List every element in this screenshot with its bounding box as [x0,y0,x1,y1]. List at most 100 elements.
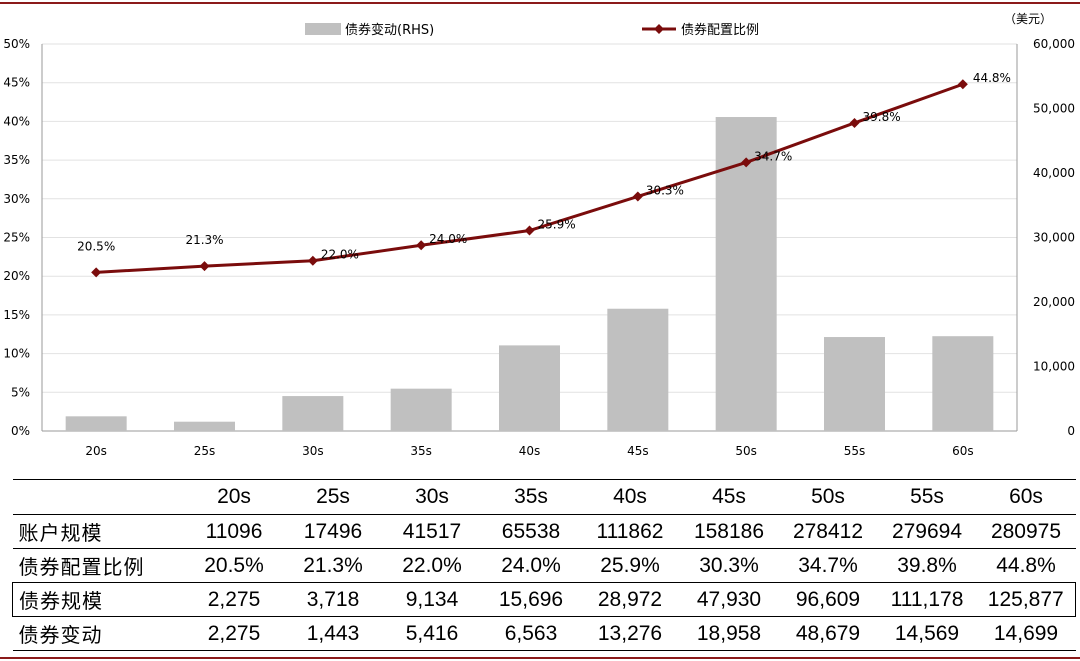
bar-45s [607,308,669,431]
left-tick-label: 45% [3,76,30,90]
data-label: 30.3% [646,183,684,197]
table-cell: 2,275 [207,621,261,645]
point-50s [741,157,752,168]
line-series: 20.5% 21.3% 22.0% 24.0% 25.9% 30.3% 34.7% 39.8%… [77,71,1011,278]
left-axis-ticks: 0% 5% 10% 15% 20% 25% 30% 35% 40% 45% 50% [3,37,30,438]
x-tick-label: 50s [735,444,757,458]
bar-series [65,117,994,431]
point-45s [632,191,643,202]
column-header: 60s [1009,485,1043,508]
column-header: 25s [316,485,350,508]
left-tick-label: 30% [3,192,30,206]
left-tick-label: 20% [3,269,30,283]
table-cell: 279694 [891,519,963,543]
bar-60s [932,336,994,431]
data-label: 39.8% [863,110,901,124]
table-cell: 41517 [402,519,462,543]
table-cell: 280975 [990,519,1062,543]
x-axis-ticks: 20s 25s 30s 35s 40s 45s 50s 55s 60s [85,444,973,458]
table-cell: 44.8% [996,553,1056,577]
left-tick-label: 10% [3,347,30,361]
x-tick-label: 35s [410,444,432,458]
table-cell: 22.0% [402,553,462,577]
table-cell: 24.0% [501,553,561,577]
bar-55s [824,337,885,431]
table-cell: 2,275 [207,587,261,611]
table-cell: 25.9% [600,553,660,577]
left-tick-label: 40% [3,114,30,128]
bottom-rule [0,657,1080,659]
point-60s [957,79,968,90]
table-cell: 14,569 [894,621,960,645]
table-cell: 34.7% [798,553,858,577]
row-label: 账户规模 [18,521,103,545]
table-cell: 13,276 [597,621,663,645]
left-tick-label: 50% [3,37,30,51]
data-label: 25.9% [538,218,576,232]
table-header-row: 20s 25s 30s 35s 40s 45s 50s 55s 60s [12,479,1076,515]
table-cell: 39.8% [897,553,957,577]
column-header: 35s [514,485,548,508]
legend: 债券变动(RHS) 债券配置比例 [305,22,759,38]
bar-40s [499,345,560,431]
x-tick-label: 25s [194,444,216,458]
table-cell: 3,718 [306,587,360,611]
table-body: 账户规模 11096 17496 41517 65538 111862 158186 2784… [12,515,1076,651]
x-tick-label: 30s [302,444,324,458]
right-axis-ticks: 0 10,000 20,000 30,000 40,000 50,000 60,000 [1033,37,1075,438]
data-label: 21.3% [185,233,223,247]
column-header: 20s [217,485,251,508]
table-cell: 9,134 [405,587,459,611]
table-cell: 125,877 [976,582,1076,617]
data-label: 20.5% [77,239,115,253]
bond-allocation-chart: 20.5% 21.3% 22.0% 24.0% 25.9% 30.3% 34.7% 39.8%… [3,12,1075,458]
x-tick-label: 45s [627,444,649,458]
table-cell: 65538 [501,519,561,543]
bar-30s [282,396,344,431]
table-cell: 28,972 [597,587,663,611]
right-axis-unit: （美元） [1004,12,1052,26]
column-header: 40s [613,485,647,508]
x-tick-label: 40s [519,444,541,458]
point-55s [849,117,860,128]
right-tick-label: 60,000 [1033,37,1075,51]
left-tick-label: 15% [3,308,30,322]
table-cell: 18,958 [696,621,762,645]
table-cell: 30.3% [699,553,759,577]
bar-35s [390,388,452,431]
table-cell: 6,563 [504,621,558,645]
point-30s [307,255,318,266]
table-cell: 14,699 [993,621,1059,645]
column-header: 30s [415,485,449,508]
right-tick-label: 30,000 [1033,231,1075,245]
table-row: 债券配置比例 20.5% 21.3% 22.0% 24.0% 25.9% 30.3% 34.7… [12,549,1076,583]
right-tick-label: 50,000 [1033,102,1075,116]
table-cell: 11096 [205,519,263,543]
table-cell: 278412 [792,519,864,543]
legend-swatch-bar [305,23,341,35]
table-cell: 17496 [303,519,363,543]
data-label: 22.0% [321,248,359,262]
legend-label-bar: 债券变动(RHS) [345,22,434,38]
right-tick-label: 10,000 [1033,360,1075,374]
table-cell: 20.5% [204,553,264,577]
bar-25s [174,421,235,431]
row-label: 债券变动 [18,623,103,647]
table-row: 债券变动 2,275 1,443 5,416 6,563 13,276 18,958 48,6… [12,617,1076,651]
column-header: 45s [712,485,746,508]
column-header: 50s [811,485,845,508]
column-header: 55s [910,485,944,508]
allocation-ratio-line [96,82,964,274]
table-cell: 5,416 [405,621,459,645]
right-tick-label: 20,000 [1033,295,1075,309]
table-cell: 111,178 [890,587,964,611]
data-table: 20s 25s 30s 35s 40s 45s 50s 55s 60s 账户规模 11096 174… [12,479,1076,651]
table-cell: 48,679 [795,621,861,645]
table-cell: 158186 [693,519,765,543]
bar-20s [65,416,127,431]
left-tick-label: 0% [11,424,30,438]
legend-label-line: 债券配置比例 [681,22,759,38]
row-label: 债券配置比例 [18,555,145,579]
legend-swatch-marker [654,24,664,34]
table-cell: 15,696 [498,587,564,611]
